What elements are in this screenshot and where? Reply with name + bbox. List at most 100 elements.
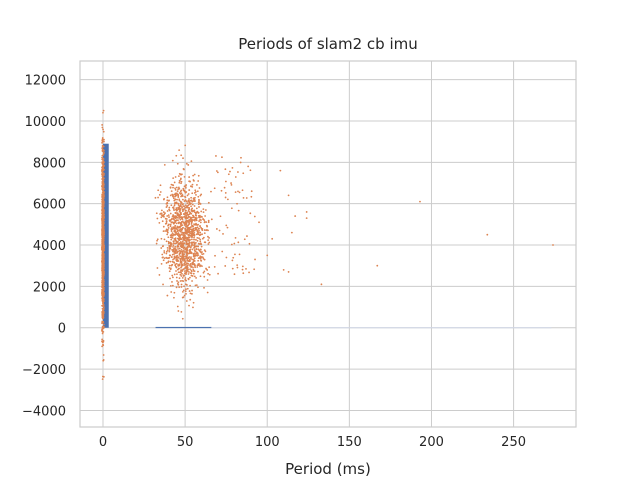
scatter-point: [190, 235, 193, 238]
scatter-point: [162, 225, 165, 228]
scatter-point: [176, 305, 179, 308]
scatter-point: [169, 260, 172, 263]
scatter-point: [200, 193, 203, 196]
scatter-point: [172, 245, 174, 248]
scatter-point: [225, 256, 228, 259]
scatter-point: [173, 291, 176, 294]
scatter-point: [188, 290, 191, 292]
scatter-point: [170, 238, 173, 241]
scatter-point: [181, 290, 184, 293]
scatter-point: [196, 229, 199, 232]
scatter-point: [102, 199, 104, 201]
scatter-point: [196, 190, 199, 193]
scatter-point: [188, 176, 191, 178]
scatter-point: [158, 193, 161, 196]
scatter-point: [184, 209, 187, 212]
scatter-point: [203, 232, 206, 235]
scatter-point: [184, 247, 187, 250]
scatter-point: [165, 206, 168, 208]
scatter-point: [181, 203, 184, 206]
scatter-point: [191, 289, 193, 292]
scatter-point: [194, 191, 197, 193]
scatter-point: [175, 266, 178, 269]
scatter-point: [178, 149, 181, 152]
scatter-point: [101, 140, 104, 143]
scatter-point: [160, 247, 163, 249]
scatter-point: [101, 294, 104, 297]
scatter-point: [191, 243, 193, 246]
scatter-point: [102, 253, 105, 256]
scatter-point: [200, 245, 203, 248]
scatter-point: [169, 223, 172, 226]
chart-title: Periods of slam2 cb imu: [238, 35, 418, 53]
scatter-point: [189, 180, 191, 183]
scatter-point: [101, 292, 104, 295]
scatter-point: [178, 199, 181, 202]
scatter-point: [171, 281, 173, 283]
scatter-point: [171, 159, 174, 162]
scatter-point: [185, 271, 188, 273]
scatter-point: [305, 217, 308, 220]
scatter-point: [181, 277, 184, 279]
scatter-point: [101, 251, 104, 254]
scatter-point: [239, 161, 242, 164]
scatter-point: [165, 220, 168, 222]
scatter-point: [178, 181, 181, 184]
scatter-point: [193, 244, 195, 247]
scatter-point: [158, 274, 161, 276]
scatter-point: [102, 130, 105, 133]
scatter-point: [179, 173, 182, 176]
scatter-point: [194, 241, 197, 244]
scatter-point: [166, 233, 169, 236]
scatter-point: [189, 245, 191, 248]
scatter-point: [242, 272, 245, 275]
scatter-point: [187, 164, 190, 166]
scatter-point: [102, 183, 105, 186]
scatter-point: [191, 224, 194, 227]
scatter-point: [102, 310, 105, 313]
scatter-point: [164, 212, 166, 215]
y-tick-label: −4000: [22, 404, 66, 419]
scatter-point: [249, 212, 252, 215]
scatter-point: [173, 242, 175, 245]
scatter-point: [102, 282, 105, 285]
scatter-point: [178, 277, 181, 280]
scatter-point: [181, 317, 184, 320]
x-tick-label: 100: [255, 435, 280, 450]
scatter-point: [215, 170, 218, 172]
scatter-point: [242, 196, 245, 199]
scatter-point: [102, 210, 104, 212]
y-tick-label: 2000: [33, 280, 66, 295]
scatter-point: [172, 177, 175, 180]
scatter-point: [168, 264, 171, 267]
scatter-point: [178, 239, 181, 242]
scatter-point: [175, 207, 178, 209]
scatter-point: [234, 253, 236, 256]
scatter-point: [157, 189, 160, 192]
scatter-point: [156, 217, 159, 220]
scatter-point: [230, 207, 233, 210]
scatter-point: [233, 273, 236, 276]
scatter-point: [181, 251, 184, 254]
scatter-point: [199, 240, 202, 243]
scatter-point: [189, 219, 192, 221]
scatter-point: [203, 286, 205, 289]
scatter-point: [102, 316, 105, 319]
scatter-point: [177, 222, 180, 225]
scatter-point: [102, 314, 104, 316]
scatter-point: [189, 249, 191, 252]
scatter-point: [101, 124, 104, 126]
scatter-point: [188, 259, 191, 262]
scatter-point: [188, 236, 191, 239]
scatter-point: [241, 189, 244, 192]
scatter-point: [183, 246, 186, 249]
x-axis-label: Period (ms): [285, 460, 371, 478]
scatter-point: [171, 248, 173, 251]
scatter-point: [193, 231, 196, 234]
scatter-point: [237, 241, 240, 244]
scatter-point: [198, 187, 201, 189]
scatter-point: [181, 258, 184, 261]
scatter-point: [206, 228, 208, 231]
scatter-point: [192, 197, 195, 200]
